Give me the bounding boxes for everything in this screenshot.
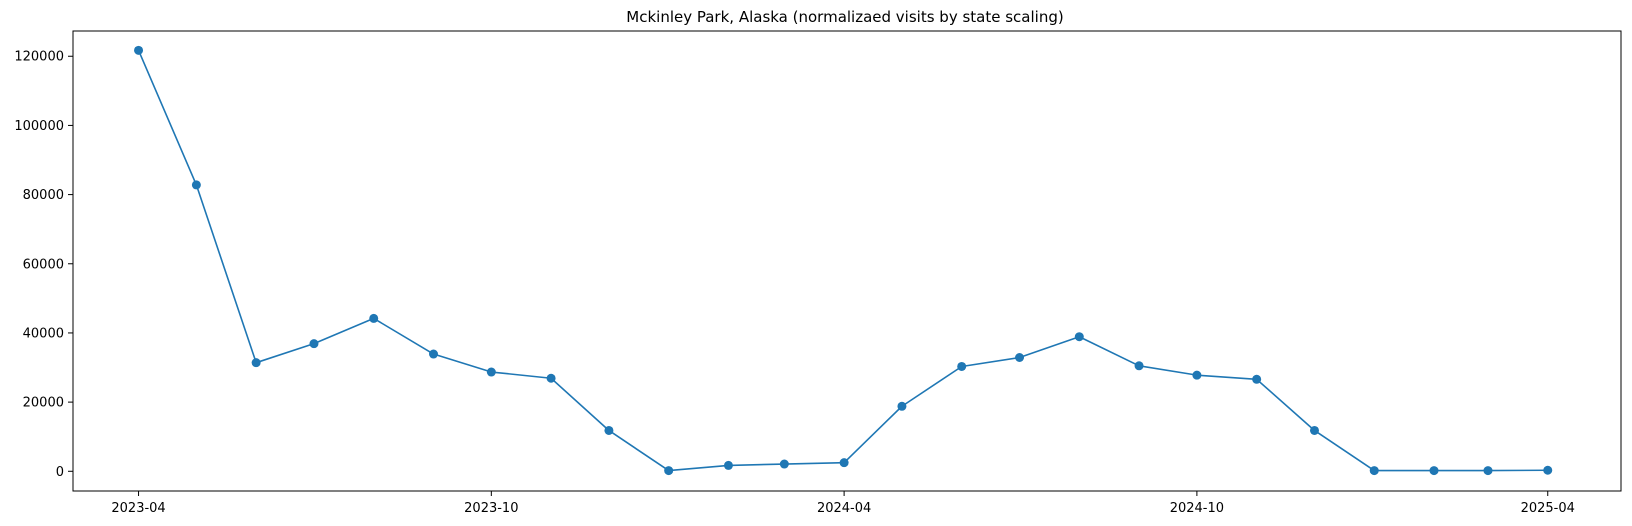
data-point	[897, 401, 907, 411]
data-point	[1309, 425, 1319, 435]
data-point	[309, 339, 319, 349]
x-tick-label: 2025-04	[1521, 501, 1575, 516]
y-tick-label: 80000	[23, 188, 64, 203]
data-point	[191, 180, 201, 190]
data-point	[1015, 352, 1025, 362]
data-point	[1429, 466, 1439, 476]
series-line	[137, 50, 1548, 472]
data-point	[723, 460, 733, 470]
data-point	[1543, 465, 1553, 475]
y-tick-label: 40000	[23, 326, 64, 341]
x-tick-label: 2024-04	[817, 501, 871, 516]
x-tick-label: 2023-10	[464, 501, 518, 516]
x-tick-label: 2024-10	[1170, 501, 1224, 516]
y-tick-label: 0	[56, 465, 64, 480]
y-tick-label: 20000	[23, 396, 64, 411]
data-point	[664, 466, 674, 476]
y-tick-label: 60000	[23, 257, 64, 272]
data-point	[1252, 374, 1262, 384]
plot-area: 0 20000 40000 60000 80000 100000 120000 2023-04…	[14, 30, 1622, 516]
data-point	[779, 459, 789, 469]
x-tick-label: 2023-04	[111, 501, 165, 516]
data-point	[1134, 361, 1144, 371]
data-point	[604, 425, 614, 435]
data-point	[957, 361, 967, 371]
data-point	[1483, 466, 1493, 476]
y-tick-label: 120000	[14, 50, 64, 65]
data-point	[428, 349, 438, 359]
data-point	[369, 313, 379, 323]
axes-frame	[72, 30, 1622, 492]
data-point	[1074, 332, 1084, 342]
y-tick-label: 100000	[14, 119, 64, 134]
data-point	[251, 358, 261, 368]
data-point	[134, 45, 144, 55]
data-point	[486, 367, 496, 377]
data-point	[839, 458, 849, 468]
data-point	[1369, 466, 1379, 476]
data-point	[546, 373, 556, 383]
data-point	[1192, 370, 1202, 380]
chart-title: Mckinley Park, Alaska (normalizaed visit…	[626, 8, 1063, 26]
